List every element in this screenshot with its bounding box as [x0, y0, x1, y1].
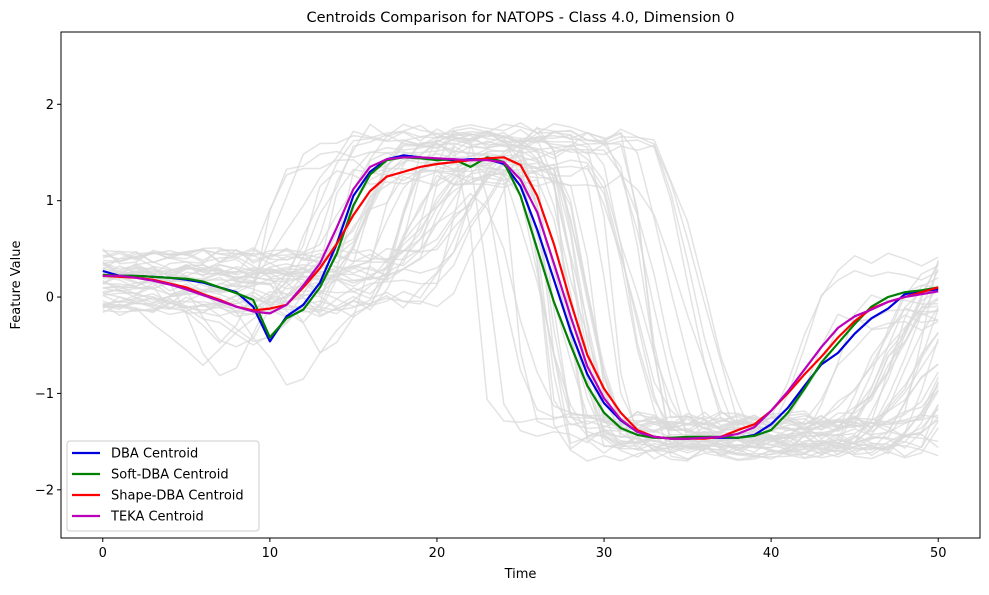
background-series-line — [102, 138, 939, 451]
background-series-line — [102, 158, 939, 431]
background-series-line — [102, 155, 939, 462]
background-series-line — [102, 133, 939, 430]
legend-label: DBA Centroid — [111, 447, 198, 462]
background-series-line — [102, 123, 939, 432]
background-series-line — [102, 131, 939, 432]
background-series-line — [102, 157, 939, 435]
series-line-1 — [102, 154, 939, 440]
background-series-line — [102, 131, 939, 458]
y-axis-label: Feature Value — [9, 241, 24, 330]
legend: DBA Centroid Soft-DBA Centroid Shape-DBA C… — [66, 440, 260, 532]
x-tick-label: 0 — [99, 546, 107, 561]
centroid-series-layer — [102, 154, 939, 440]
y-tick-label: −1 — [35, 387, 54, 402]
chart-title: Centroids Comparison for NATOPS - Class … — [306, 10, 734, 26]
background-series-line — [102, 138, 939, 454]
background-series-line — [102, 164, 939, 461]
series-line-2 — [102, 156, 939, 439]
legend-label: Shape-DBA Centroid — [111, 489, 244, 504]
background-series-line — [102, 149, 939, 431]
background-series-line — [102, 192, 939, 427]
series-line-4 — [102, 156, 939, 440]
x-tick-label: 10 — [262, 546, 279, 561]
y-tick-label: 1 — [46, 194, 54, 209]
x-tick-label: 40 — [763, 546, 780, 561]
y-axis: 2 1 0 −1 −2 — [35, 98, 61, 498]
background-series-line — [102, 167, 939, 451]
x-axis-label: Time — [504, 567, 537, 582]
background-series-line — [102, 128, 939, 438]
plot-frame — [60, 31, 981, 539]
y-tick-label: −2 — [35, 483, 54, 498]
y-tick-label: 2 — [46, 98, 54, 113]
y-tick-label: 0 — [46, 291, 54, 306]
legend-box — [66, 440, 260, 532]
background-series-line — [102, 163, 939, 430]
x-tick-label: 30 — [596, 546, 613, 561]
x-axis: 0 10 20 30 40 50 — [99, 538, 947, 561]
background-series-line — [102, 174, 939, 431]
x-tick-label: 50 — [930, 546, 947, 561]
background-series-line — [102, 134, 939, 455]
background-series-line — [102, 158, 939, 445]
legend-label: Soft-DBA Centroid — [111, 468, 229, 483]
background-series-layer — [102, 122, 939, 462]
legend-label: TEKA Centroid — [110, 510, 204, 525]
x-tick-label: 20 — [429, 546, 446, 561]
